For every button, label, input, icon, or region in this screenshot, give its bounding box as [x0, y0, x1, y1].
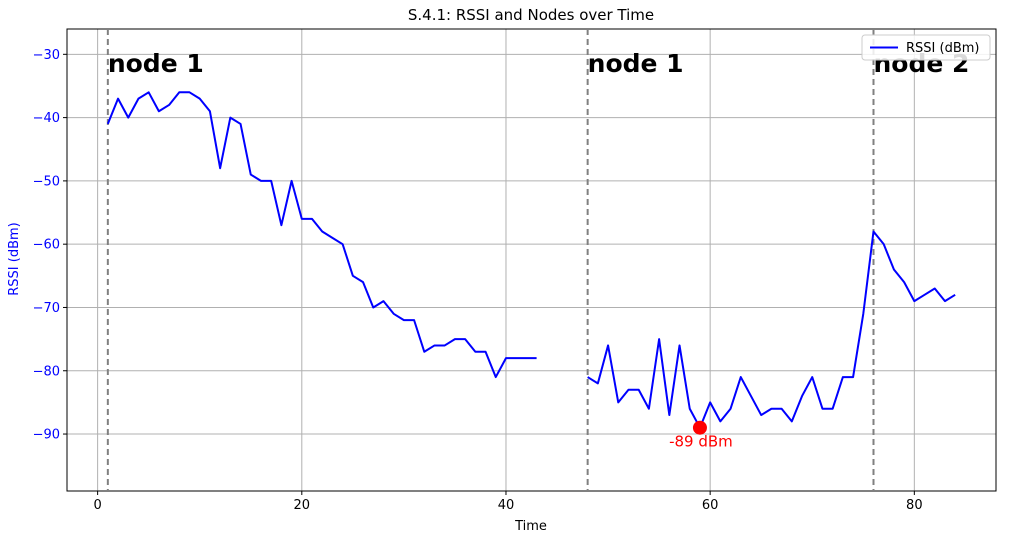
x-tick-label: 40	[498, 498, 515, 513]
x-tick-label: 0	[93, 498, 101, 513]
y-axis-title: RSSI (dBm)	[7, 222, 22, 295]
legend-box	[861, 34, 991, 61]
rssi-series-line	[106, 91, 537, 379]
y-tick-label: −80	[33, 364, 60, 379]
x-tick-label: 60	[702, 498, 719, 513]
min-rssi-label: -89 dBm	[669, 433, 733, 451]
rssi-series-line	[587, 230, 956, 429]
node-label: node 1	[108, 49, 204, 78]
x-tick-label: 20	[294, 498, 311, 513]
grid-group	[67, 29, 996, 491]
y-tick-label: −70	[33, 301, 60, 316]
legend: RSSI (dBm)	[861, 34, 991, 61]
legend-label: RSSI (dBm)	[906, 41, 979, 56]
axes-group: 0 20 40 60 80 −90 −80 −70 −60 −50 −40 −30	[33, 28, 997, 513]
y-tick-label: −40	[33, 111, 60, 126]
node-label: node 1	[588, 49, 684, 78]
x-tick-label: 80	[906, 498, 923, 513]
y-tick-label: −90	[33, 428, 60, 443]
y-tick-label: −50	[33, 174, 60, 189]
x-axis-title: Time	[514, 519, 547, 534]
data-group	[106, 29, 956, 491]
plot-frame	[66, 28, 997, 492]
chart-title: S.4.1: RSSI and Nodes over Time	[408, 6, 654, 24]
y-tick-label: −60	[33, 238, 60, 253]
min-rssi-point	[692, 420, 707, 435]
y-tick-label: −30	[33, 48, 60, 63]
